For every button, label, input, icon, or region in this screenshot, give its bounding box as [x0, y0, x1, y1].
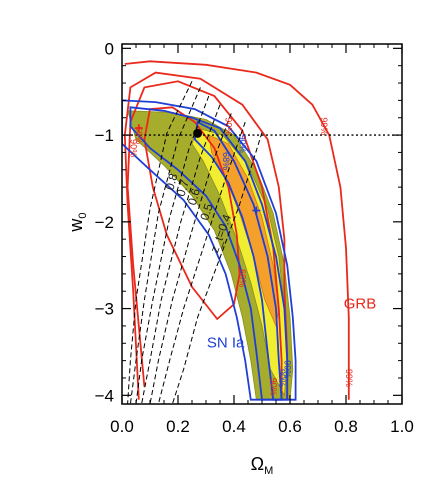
contour-level-label-5: 90%: [268, 378, 278, 396]
x-tick-label-3: 0.6: [278, 417, 302, 436]
contour-level-label-8: 90%: [238, 135, 248, 153]
axes: 0.0 0.2 0.4 0.6 0.8 1.0 0 −1 −2 −3 −4: [95, 39, 414, 436]
y-tick-label-4: −4: [95, 386, 114, 405]
plus-marker-2: [134, 124, 143, 133]
redshift-line-1: [157, 121, 246, 404]
grb-contour-99-3: [124, 60, 350, 400]
contour-level-label-4: 68%: [238, 269, 248, 287]
redshift-label-1: 0.5: [197, 202, 216, 222]
best-fit-marker: [193, 128, 203, 138]
grb-contour-90-2: [123, 71, 289, 400]
y-tick-label-1: −1: [95, 126, 114, 145]
series-label-sn-ia: SN Ia: [207, 335, 245, 352]
redshift-label-3: 0.7: [174, 178, 192, 198]
x-tick-label-5: 1.0: [390, 417, 414, 436]
redshift-line-4: [135, 95, 210, 404]
sn-contour-99-2: [122, 99, 297, 401]
y-tick-label-2: −2: [95, 213, 114, 232]
x-tick-label-0: 0.0: [110, 417, 134, 436]
y-tick-label-0: 0: [105, 39, 114, 58]
contour-level-label-3: 99%: [319, 117, 329, 135]
redshift-line-6: [127, 81, 193, 404]
redshift-label-4: 0.8: [163, 171, 181, 191]
contour-level-label-1: 90%: [128, 139, 138, 157]
redshift-line-2: [149, 113, 232, 404]
contour-level-label-7: 68%: [221, 152, 231, 170]
contour-level-label-10: 90%: [277, 369, 287, 387]
x-tick-label-1: 0.2: [166, 417, 190, 436]
marker-layer: [134, 124, 261, 215]
plus-marker-1: [252, 206, 261, 215]
contour-level-label-2: 90%: [224, 117, 234, 135]
combined-fill-90: [191, 127, 288, 397]
series-label-grb: GRB: [344, 296, 377, 313]
contour-level-label-6: 99%: [344, 369, 354, 387]
x-axis-title: ΩM: [251, 454, 274, 477]
redshift-line-5: [129, 87, 201, 404]
contour-level-label-0: 68%: [134, 126, 144, 144]
contour-lines: [122, 60, 350, 401]
y-tick-label-3: −3: [95, 300, 114, 319]
grb-contour-68-0: [143, 106, 241, 321]
y-axis-title: w0: [66, 212, 89, 232]
x-tick-label-4: 0.8: [334, 417, 358, 436]
contour-level-label-9: 99%: [282, 360, 292, 378]
x-tick-label-2: 0.4: [222, 417, 246, 436]
redshift-line-3: [141, 104, 221, 404]
